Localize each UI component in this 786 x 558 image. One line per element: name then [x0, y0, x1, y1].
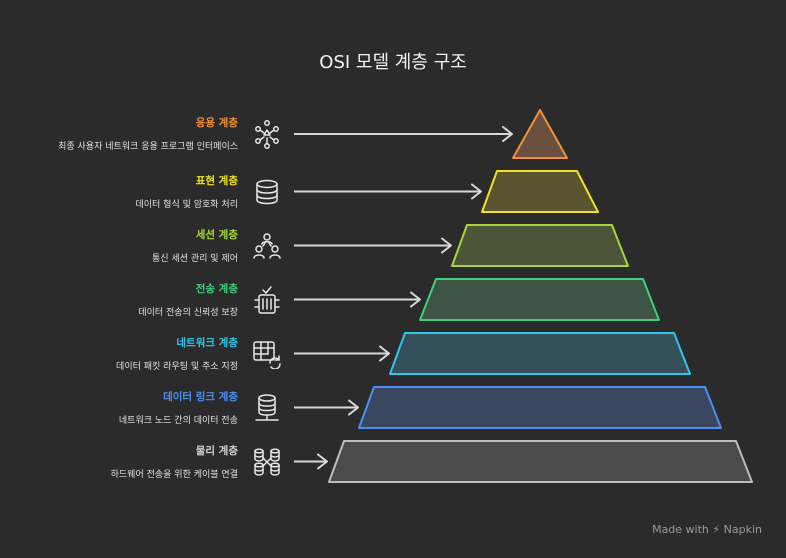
- pyramid-layer-5: [389, 332, 691, 375]
- layer-name-1: 응용 계층: [195, 117, 238, 129]
- made-with-text: Made with: [652, 523, 709, 536]
- database-network-icon: [252, 393, 282, 423]
- layer-name-4: 전송 계층: [195, 282, 238, 295]
- network-nodes-icon: [252, 119, 282, 149]
- arrow-head-2: [471, 183, 482, 200]
- pyramid-layer-1: [512, 109, 568, 159]
- layer-name-7: 물리 계층: [195, 444, 238, 457]
- layer-name-5: 네트워크 계층: [176, 336, 238, 349]
- napkin-bolt-icon: ⚡: [712, 523, 721, 536]
- arrow-head-5: [379, 345, 390, 362]
- pyramid-layer-6: [358, 386, 722, 429]
- diagram-title: OSI 모델 계층 구조: [319, 52, 467, 73]
- layer-desc-5: 데이터 패킷 라우팅 및 주소 지정: [116, 361, 238, 372]
- napkin-brand-text: Napkin: [723, 523, 762, 536]
- database-icon: [252, 177, 282, 207]
- arrow-7: [294, 453, 328, 470]
- pyramid-layer-3: [451, 224, 629, 267]
- arrow-head-7: [317, 453, 328, 470]
- arrow-6: [294, 399, 359, 416]
- server-check-icon: [252, 285, 282, 315]
- pyramid-layer-4: [419, 278, 660, 321]
- layer-name-3: 세션 계층: [195, 228, 238, 241]
- arrow-1: [294, 126, 513, 142]
- pyramid-layer-2: [481, 170, 599, 213]
- pyramid-layer-7: [328, 440, 753, 483]
- arrow-head-1: [502, 126, 513, 142]
- arrow-5: [294, 345, 390, 362]
- layer-desc-3: 통신 세션 관리 및 제어: [152, 253, 238, 264]
- arrow-3: [294, 237, 452, 254]
- layer-name-2: 표현 계층: [195, 174, 238, 187]
- layer-desc-2: 데이터 형식 및 암호화 처리: [135, 199, 238, 210]
- layer-name-6: 데이터 링크 계층: [163, 390, 238, 403]
- arrow-2: [294, 183, 482, 200]
- layer-desc-6: 네트워크 노드 간의 데이터 전송: [118, 415, 238, 426]
- arrow-head-3: [441, 237, 452, 254]
- table-refresh-icon: [252, 339, 282, 370]
- users-icon: [252, 231, 282, 261]
- footer: Made with ⚡ Napkin: [652, 523, 762, 536]
- arrow-head-4: [410, 291, 421, 308]
- layer-desc-4: 데이터 전송의 신뢰성 보장: [138, 307, 238, 318]
- arrow-4: [294, 291, 421, 308]
- cable-connection-icon: [252, 447, 282, 477]
- layer-desc-1: 최종 사용자 네트워크 응용 프로그램 인터페이스: [58, 142, 238, 152]
- arrow-head-6: [348, 399, 359, 416]
- layer-desc-7: 하드웨어 전송을 위한 케이블 연결: [110, 469, 238, 480]
